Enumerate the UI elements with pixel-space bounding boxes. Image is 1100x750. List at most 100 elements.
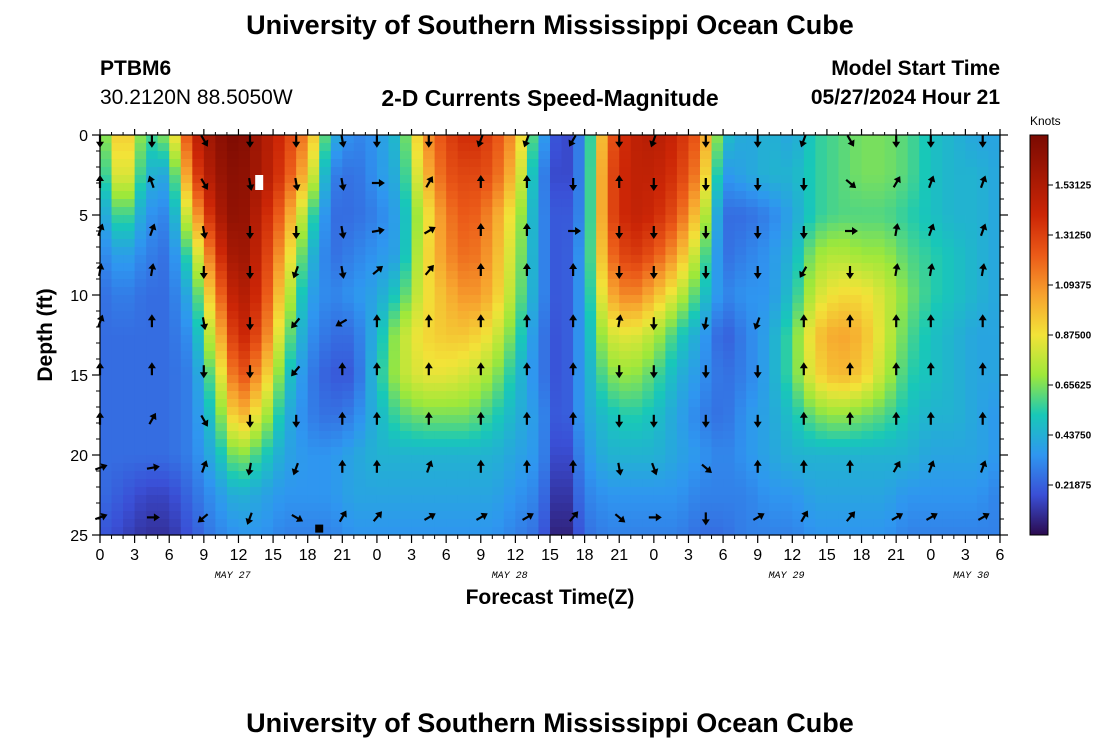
heatmap-cell bbox=[953, 359, 966, 368]
heatmap-cell bbox=[423, 391, 436, 400]
x-tick-label: 21 bbox=[333, 547, 351, 564]
heatmap-cell bbox=[803, 367, 816, 376]
heatmap-cell bbox=[619, 159, 632, 168]
heatmap-cell bbox=[688, 223, 701, 232]
heatmap-cell bbox=[515, 303, 528, 312]
heatmap-cell bbox=[226, 519, 240, 528]
heatmap-cell bbox=[238, 375, 251, 384]
heatmap-cell bbox=[238, 303, 251, 312]
heatmap-cell bbox=[250, 495, 263, 504]
heatmap-cell bbox=[665, 207, 678, 216]
heatmap-cell bbox=[134, 455, 147, 464]
heatmap-cell bbox=[365, 359, 378, 368]
heatmap-cell bbox=[503, 367, 516, 376]
heatmap-cell bbox=[861, 167, 874, 176]
heatmap-cell bbox=[573, 215, 586, 224]
heatmap-cell bbox=[919, 439, 932, 448]
heatmap-cell bbox=[284, 423, 297, 432]
heatmap-cell bbox=[607, 167, 620, 176]
heatmap-cell bbox=[100, 207, 113, 216]
heatmap-cell bbox=[538, 199, 551, 208]
heatmap-cell bbox=[850, 319, 863, 328]
heatmap-cell bbox=[215, 495, 228, 504]
heatmap-cell bbox=[330, 263, 343, 272]
heatmap-cell bbox=[342, 159, 355, 168]
heatmap-cell bbox=[826, 255, 840, 264]
heatmap-cell bbox=[596, 327, 609, 336]
heatmap-cell bbox=[423, 183, 436, 192]
heatmap-cell bbox=[365, 167, 378, 176]
heatmap-cell bbox=[550, 183, 563, 192]
heatmap-cell bbox=[676, 175, 690, 184]
heatmap-cell bbox=[319, 527, 332, 536]
heatmap-cell bbox=[769, 215, 782, 224]
heatmap-cell bbox=[930, 167, 943, 176]
heatmap-cell bbox=[907, 527, 920, 536]
heatmap-cell bbox=[584, 423, 597, 432]
heatmap-cell bbox=[215, 303, 228, 312]
heatmap-cell bbox=[250, 143, 263, 152]
heatmap-cell bbox=[850, 407, 863, 416]
heatmap-cell bbox=[919, 463, 932, 472]
heatmap-cell bbox=[434, 143, 447, 152]
heatmap-cell bbox=[457, 335, 470, 344]
heatmap-cell bbox=[376, 383, 390, 392]
heatmap-cell bbox=[250, 351, 263, 360]
heatmap-cell bbox=[261, 215, 274, 224]
heatmap-cell bbox=[757, 471, 770, 480]
heatmap-cell bbox=[319, 383, 332, 392]
heatmap-cell bbox=[769, 455, 782, 464]
heatmap-cell bbox=[919, 351, 932, 360]
heatmap-cell bbox=[273, 415, 286, 424]
heatmap-cell bbox=[388, 167, 401, 176]
heatmap-cell bbox=[492, 287, 505, 296]
heatmap-cell bbox=[515, 383, 528, 392]
heatmap-cell bbox=[861, 279, 874, 288]
heatmap-cell bbox=[100, 143, 113, 152]
heatmap-cell bbox=[861, 143, 874, 152]
heatmap-cell bbox=[815, 319, 828, 328]
heatmap-cell bbox=[469, 519, 482, 528]
heatmap-cell bbox=[215, 415, 228, 424]
heatmap-cell bbox=[711, 447, 724, 456]
heatmap-cell bbox=[734, 311, 747, 320]
heatmap-cell bbox=[388, 263, 401, 272]
heatmap-cell bbox=[515, 495, 528, 504]
heatmap-cell bbox=[757, 191, 770, 200]
current-vector-arrow bbox=[291, 513, 304, 522]
heatmap-cell bbox=[976, 287, 990, 296]
current-vector-arrow bbox=[569, 263, 578, 276]
heatmap-cell bbox=[573, 167, 586, 176]
heatmap-cell bbox=[261, 407, 274, 416]
heatmap-cell bbox=[700, 303, 713, 312]
heatmap-cell bbox=[457, 423, 470, 432]
heatmap-cell bbox=[907, 303, 920, 312]
heatmap-cell bbox=[169, 175, 182, 184]
heatmap-cell bbox=[769, 527, 782, 536]
heatmap-cell bbox=[861, 295, 874, 304]
heatmap-cell bbox=[250, 519, 263, 528]
heatmap-cell bbox=[746, 319, 759, 328]
heatmap-cell bbox=[492, 207, 505, 216]
heatmap-cell bbox=[226, 287, 240, 296]
heatmap-cell bbox=[100, 431, 113, 440]
heatmap-cell bbox=[146, 471, 159, 480]
heatmap-cell bbox=[319, 303, 332, 312]
current-vector-arrow bbox=[846, 459, 854, 473]
heatmap-cell bbox=[596, 495, 609, 504]
heatmap-cell bbox=[596, 383, 609, 392]
heatmap-cell bbox=[688, 359, 701, 368]
heatmap-cell bbox=[457, 463, 470, 472]
heatmap-cell bbox=[769, 183, 782, 192]
x-tick-label: 21 bbox=[610, 547, 628, 564]
heatmap-cell bbox=[146, 455, 159, 464]
heatmap-cell bbox=[803, 407, 816, 416]
heatmap-cell bbox=[919, 151, 932, 160]
heatmap-cell bbox=[630, 239, 643, 248]
heatmap-cell bbox=[284, 183, 297, 192]
heatmap-cell bbox=[446, 231, 459, 240]
heatmap-cell bbox=[561, 319, 574, 328]
heatmap-cell bbox=[896, 239, 909, 248]
heatmap-cell bbox=[676, 471, 690, 480]
heatmap-cell bbox=[815, 415, 828, 424]
